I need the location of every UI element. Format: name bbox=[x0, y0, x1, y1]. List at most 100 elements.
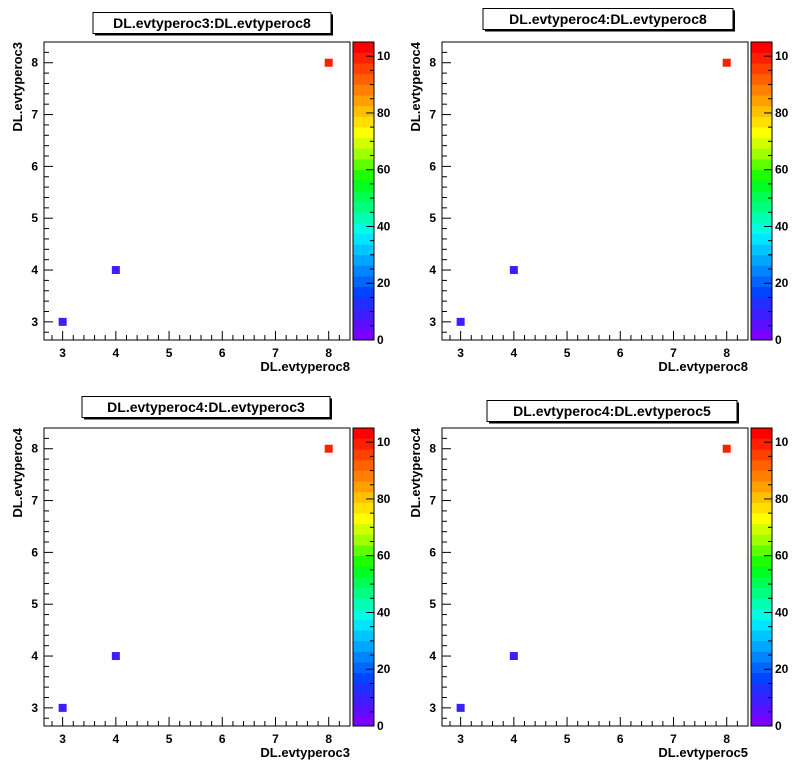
y-tick-label: 6 bbox=[429, 159, 436, 173]
colorbar-frame bbox=[750, 427, 773, 727]
y-tick-label: 5 bbox=[31, 597, 38, 611]
x-axis-title: DL.evtyperoc3 bbox=[260, 745, 350, 760]
colorbar-segment bbox=[353, 318, 374, 330]
data-cell bbox=[58, 703, 67, 712]
colorbar-segment bbox=[751, 438, 772, 450]
colorbar-segment bbox=[751, 630, 772, 642]
colorbar-segment bbox=[751, 169, 772, 181]
y-tick-label: 3 bbox=[31, 701, 38, 715]
x-tick-label: 6 bbox=[219, 346, 226, 360]
colorbar-tick-label: 400 bbox=[775, 219, 795, 233]
y-tick-label: 5 bbox=[429, 211, 436, 225]
colorbar-tick-label: 200 bbox=[377, 276, 397, 290]
title-box bbox=[81, 396, 331, 418]
chart-title: DL.evtyperoc4:DL.evtyperoc8 bbox=[509, 11, 707, 27]
colorbar-segment bbox=[751, 640, 772, 652]
data-cell bbox=[509, 266, 518, 275]
colorbar-segment bbox=[353, 577, 374, 588]
colorbar-segment bbox=[751, 84, 772, 96]
colorbar-labels: 0 200 400 600 800 1000 bbox=[775, 49, 796, 347]
colorbar-labels: 0 200 400 600 800 1000 bbox=[377, 49, 397, 347]
x-tick-label: 6 bbox=[219, 732, 226, 746]
colorbar-tick-label: 400 bbox=[377, 219, 397, 233]
x-tick-label: 3 bbox=[457, 732, 464, 746]
colorbar-segment bbox=[751, 42, 772, 53]
colorbar-segment bbox=[751, 619, 772, 631]
colorbar-segment bbox=[353, 63, 374, 75]
colorbar-segment bbox=[353, 587, 374, 599]
colorbar-segment bbox=[751, 715, 772, 727]
colorbar-tick-label: 400 bbox=[775, 605, 795, 619]
x-tick-label: 8 bbox=[723, 732, 730, 746]
colorbar-segment bbox=[751, 672, 772, 684]
colorbar-segment bbox=[353, 265, 374, 277]
colorbar-segment bbox=[751, 534, 772, 546]
plot-frame bbox=[43, 427, 351, 727]
colorbar-segment bbox=[353, 42, 374, 53]
y-tick-label: 4 bbox=[31, 263, 38, 277]
colorbar-segment bbox=[751, 212, 772, 224]
x-tick-label: 3 bbox=[59, 732, 66, 746]
colorbar-segment bbox=[751, 116, 772, 128]
chart-panel-3: 3 4 5 6 7 8345678DL.evtyperoc3DL.evtyperoc402… bbox=[10, 396, 404, 760]
colorbar-segment bbox=[751, 265, 772, 277]
colorbar-tick-label: 600 bbox=[775, 549, 795, 563]
colorbar-segment bbox=[751, 662, 772, 674]
y-tick-label: 8 bbox=[429, 56, 436, 70]
colorbar-segment bbox=[353, 502, 374, 514]
colorbar-segment bbox=[751, 608, 772, 620]
colorbar-tick-label: 800 bbox=[775, 492, 795, 506]
chart-panel-1: 3 4 5 6 7 8345678DL.evtyperoc8DL.evtyperoc302… bbox=[10, 12, 397, 374]
colorbar-segment bbox=[751, 523, 772, 535]
colorbar-segment bbox=[353, 449, 374, 461]
colorbar-segment bbox=[353, 84, 374, 96]
colorbar-segment bbox=[751, 502, 772, 514]
y-tick-label: 8 bbox=[429, 442, 436, 456]
data-cell bbox=[722, 444, 731, 453]
y-tick-label: 5 bbox=[31, 211, 38, 225]
colorbar-segment bbox=[751, 318, 772, 330]
colorbar-segment bbox=[353, 233, 374, 245]
colorbar-segment bbox=[751, 286, 772, 298]
colorbar-segment bbox=[751, 449, 772, 461]
colorbar-tick-label: 1000 bbox=[775, 435, 796, 449]
colorbar-segment bbox=[751, 244, 772, 256]
colorbar-segment bbox=[751, 73, 772, 85]
colorbar-segment bbox=[751, 513, 772, 525]
colorbar-segment bbox=[353, 95, 374, 107]
colorbar-segment bbox=[353, 428, 374, 439]
colorbar-segment bbox=[751, 683, 772, 695]
colorbar-segment bbox=[353, 672, 374, 684]
chart-panel-4: 3 4 5 6 7 8345678DL.evtyperoc5DL.evtyperoc402… bbox=[408, 400, 796, 760]
colorbar-segment bbox=[353, 683, 374, 695]
colorbar-segment bbox=[353, 630, 374, 642]
colorbar-segment bbox=[353, 545, 374, 557]
colorbar-segment bbox=[353, 662, 374, 674]
colorbar-segment bbox=[751, 105, 772, 117]
colorbar-segment bbox=[751, 63, 772, 75]
colorbar-tick-label: 1000 bbox=[775, 49, 796, 63]
colorbar-tick-label: 800 bbox=[377, 106, 397, 120]
colorbar-tick-label: 0 bbox=[377, 719, 384, 733]
colorbar-segment bbox=[353, 619, 374, 631]
colorbar-segment bbox=[751, 222, 772, 234]
colorbar-tick-label: 1000 bbox=[377, 435, 404, 449]
colorbar-frame bbox=[352, 427, 375, 727]
x-tick-label: 7 bbox=[272, 346, 279, 360]
colorbar-segment bbox=[353, 459, 374, 471]
colorbar-segment bbox=[751, 481, 772, 493]
y-tick-label: 4 bbox=[31, 649, 38, 663]
x-tick-label: 8 bbox=[723, 346, 730, 360]
colorbar-segment bbox=[353, 566, 374, 578]
x-tick-label: 4 bbox=[510, 346, 517, 360]
y-tick-label: 4 bbox=[429, 263, 436, 277]
colorbar-tick-label: 200 bbox=[775, 276, 795, 290]
x-tick-label: 7 bbox=[670, 346, 677, 360]
data-cell bbox=[58, 317, 67, 326]
colorbar-segment bbox=[751, 566, 772, 578]
title-box bbox=[92, 12, 332, 34]
colorbar-segment bbox=[353, 438, 374, 450]
colorbar-segment bbox=[353, 169, 374, 181]
colorbar-segment bbox=[353, 555, 374, 567]
